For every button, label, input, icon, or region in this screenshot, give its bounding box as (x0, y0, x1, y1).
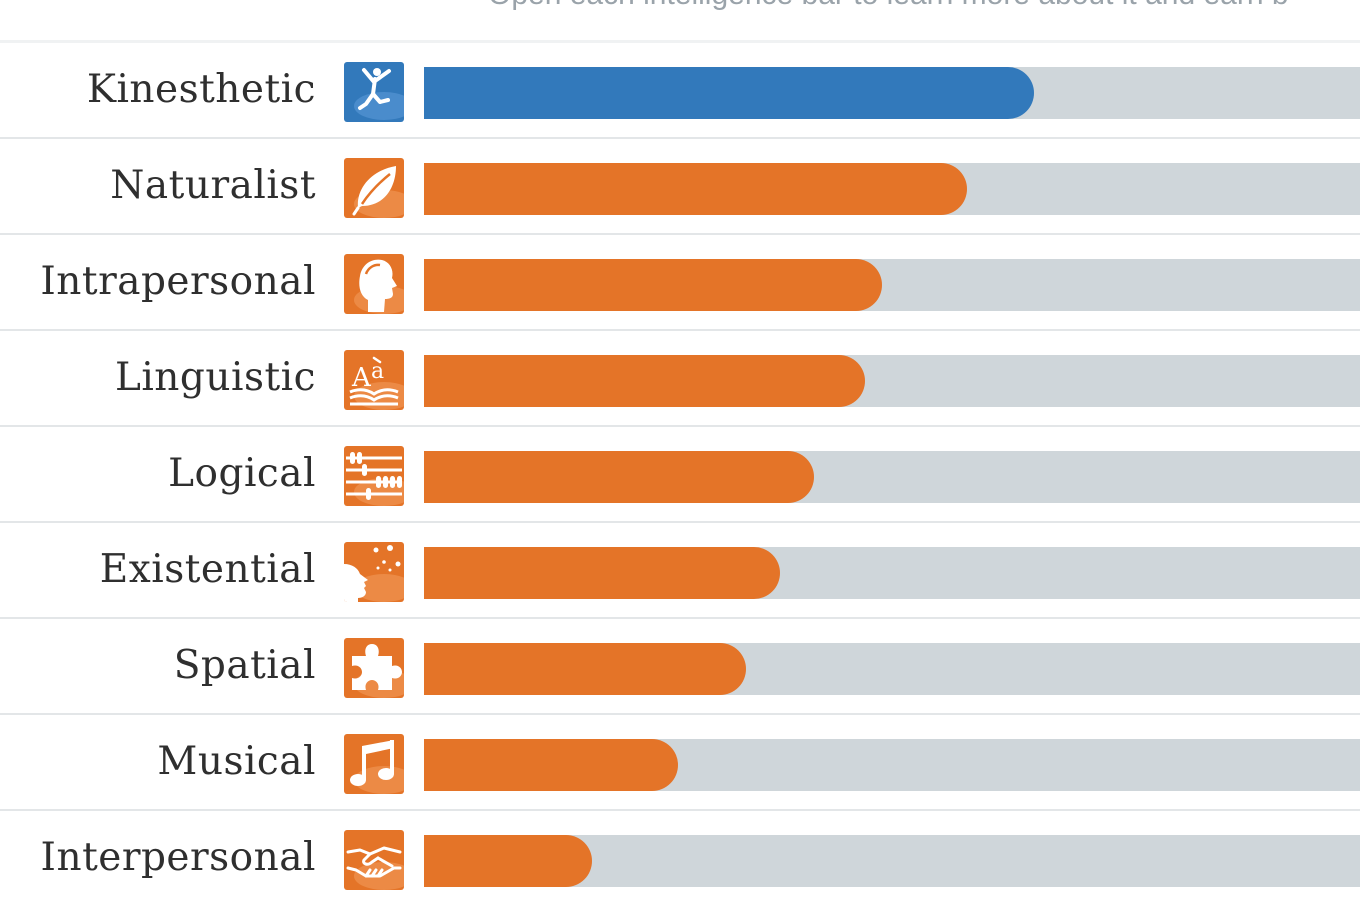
score-bar-fill (424, 355, 865, 407)
intelligence-label: Naturalist (110, 163, 316, 208)
score-bar-track (424, 67, 1360, 119)
intelligence-row-naturalist[interactable]: Naturalist (0, 139, 1360, 235)
score-bar-track (424, 835, 1360, 887)
intelligence-row-existential[interactable]: Existential (0, 523, 1360, 619)
header-divider (0, 40, 1360, 43)
score-bar-track (424, 259, 1360, 311)
intelligence-label: Intrapersonal (40, 259, 316, 304)
head-profile-icon (344, 254, 404, 314)
score-bar-fill (424, 643, 746, 695)
score-bar-track (424, 355, 1360, 407)
puzzle-piece-icon (344, 638, 404, 698)
intelligence-label: Kinesthetic (86, 67, 316, 112)
score-bar-fill (424, 67, 1035, 119)
intelligence-label: Musical (157, 739, 316, 784)
intelligence-label: Linguistic (114, 355, 316, 400)
stargazing-face-icon (344, 542, 404, 602)
intelligence-label: Existential (99, 547, 316, 592)
score-bar-fill (424, 163, 967, 215)
book-letters-icon: A a (344, 350, 404, 410)
svg-text:a: a (371, 359, 384, 384)
intelligence-row-intrapersonal[interactable]: Intrapersonal (0, 235, 1360, 331)
intelligence-row-linguistic[interactable]: Linguistic A a (0, 331, 1360, 427)
score-bar-fill (424, 451, 815, 503)
intelligence-list: Kinesthetic (0, 43, 1360, 905)
intelligence-label: Interpersonal (40, 835, 316, 880)
score-bar-fill (424, 835, 593, 887)
kinesthetic-figure-icon (344, 62, 404, 122)
intelligence-label: Logical (168, 451, 316, 496)
score-bar-fill (424, 259, 882, 311)
score-bar-track (424, 643, 1360, 695)
intelligence-label: Spatial (173, 643, 316, 688)
score-bar-track (424, 163, 1360, 215)
intelligence-row-kinesthetic[interactable]: Kinesthetic (0, 43, 1360, 139)
handshake-icon (344, 830, 404, 890)
svg-text:A: A (351, 363, 372, 393)
abacus-icon (344, 446, 404, 506)
score-bar-track (424, 547, 1360, 599)
score-bar-fill (424, 547, 780, 599)
score-bar-track (424, 451, 1360, 503)
score-bar-fill (424, 739, 678, 791)
instruction-text: Open each intelligence bar to learn more… (488, 0, 1289, 18)
intelligence-row-musical[interactable]: Musical (0, 715, 1360, 811)
score-bar-track (424, 739, 1360, 791)
intelligence-row-interpersonal[interactable]: Interpersonal (0, 811, 1360, 905)
intelligence-row-spatial[interactable]: Spatial (0, 619, 1360, 715)
music-note-icon (344, 734, 404, 794)
leaf-icon (344, 158, 404, 218)
intelligence-row-logical[interactable]: Logical (0, 427, 1360, 523)
